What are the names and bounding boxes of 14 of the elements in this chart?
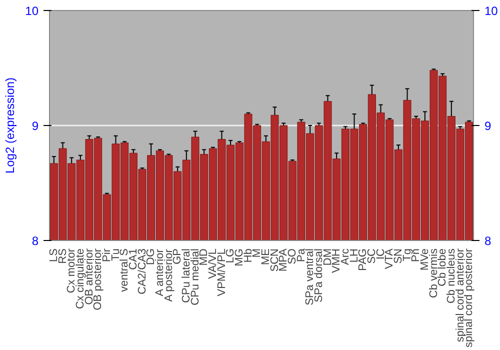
y-tick-label: 9 xyxy=(32,119,39,133)
x-tick-label: spinal cord posterior xyxy=(463,248,476,348)
x-tick-label: SO xyxy=(286,248,298,264)
y-tick-label: 8 xyxy=(32,234,39,248)
x-tick-label: RS xyxy=(56,248,69,264)
y2-tick-label: 10 xyxy=(484,4,498,18)
y2-tick-label: 8 xyxy=(484,234,492,248)
y2-tick-label: 9 xyxy=(484,119,492,133)
x-tick-label: Arc xyxy=(339,248,352,265)
y-axis-title: Log2 (expression) xyxy=(3,77,18,174)
y-tick-label: 10 xyxy=(25,4,39,18)
x-tick-label: Cb nucleus xyxy=(445,248,458,304)
x-tick-label: MVe xyxy=(418,248,431,271)
x-tick-label: SPa dorsal xyxy=(312,248,325,302)
